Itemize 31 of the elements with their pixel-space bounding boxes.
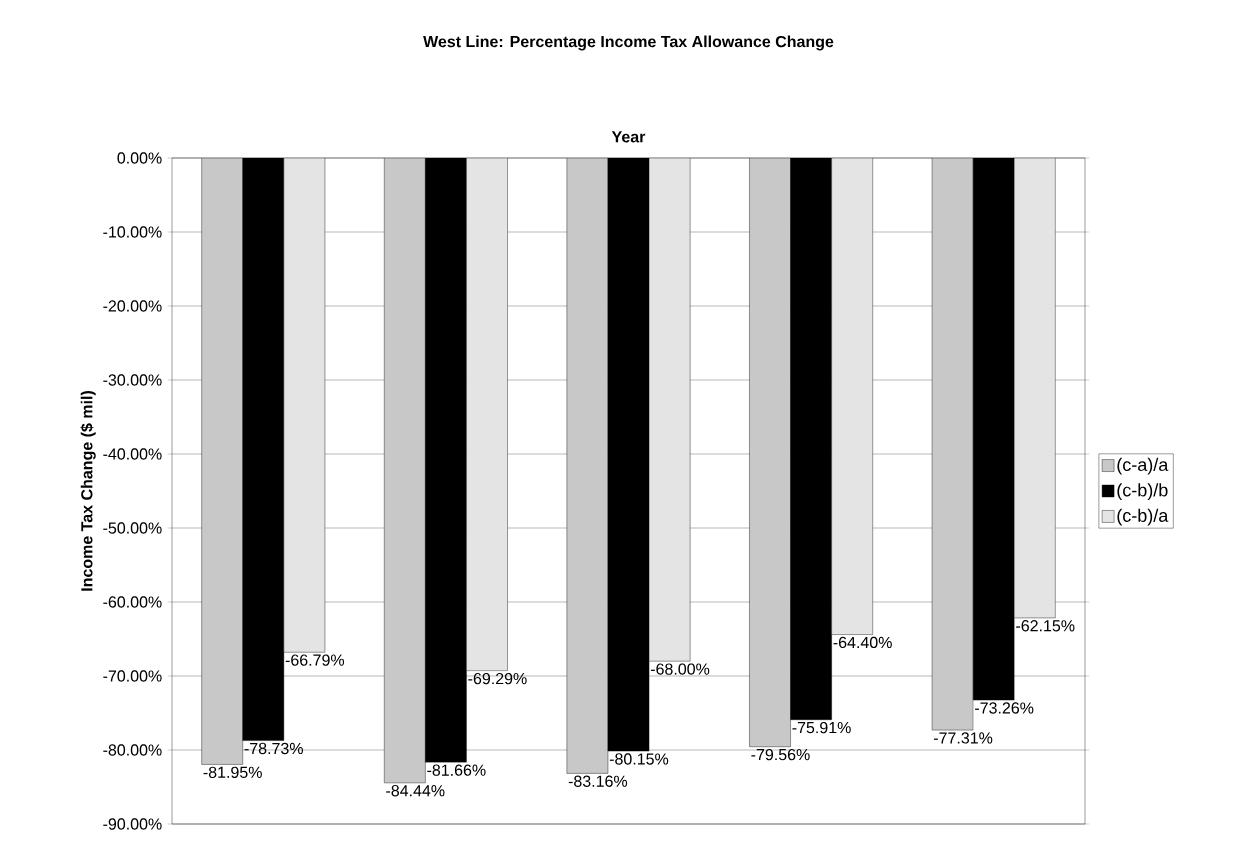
- data-label: -79.56%: [751, 748, 810, 761]
- data-label: -81.95%: [203, 766, 262, 778]
- legend-label: (c-b)/a: [1117, 508, 1169, 526]
- chart-title: West Line: Percentage Income Tax Allowance Change: [423, 35, 834, 51]
- data-label: -77.31%: [933, 732, 993, 744]
- data-label: -66.79%: [285, 654, 345, 666]
- y-tick-label: -60.00%: [103, 596, 162, 608]
- data-label: -68.00%: [650, 663, 710, 675]
- data-label: -78.73%: [244, 742, 303, 755]
- data-label: -84.44%: [386, 785, 445, 797]
- legend-label: (c-a)/a: [1117, 457, 1169, 475]
- y-tick-label: -20.00%: [103, 300, 162, 312]
- data-label: -69.29%: [468, 672, 527, 685]
- y-tick-label: 0.00%: [117, 152, 162, 164]
- y-tick-label: -70.00%: [103, 670, 162, 682]
- y-tick-label: -10.00%: [103, 226, 162, 238]
- data-label: -75.91%: [792, 721, 851, 734]
- data-label: -73.26%: [975, 702, 1034, 714]
- y-tick-label: -30.00%: [103, 374, 162, 386]
- y-tick-label: -90.00%: [103, 818, 162, 830]
- data-label: -62.15%: [1016, 620, 1075, 632]
- x-axis-title: Year: [611, 131, 646, 143]
- y-tick-label: -40.00%: [103, 448, 162, 460]
- data-label: -81.66%: [427, 764, 486, 776]
- legend-label: (c-b)/b: [1117, 483, 1168, 501]
- data-label: -80.15%: [609, 753, 669, 765]
- data-label: -83.16%: [568, 775, 628, 787]
- y-axis-title: Income Tax Change ($ mil): [80, 391, 96, 591]
- data-label: -64.40%: [833, 636, 892, 649]
- y-tick-label: -80.00%: [103, 744, 162, 756]
- y-tick-label: -50.00%: [103, 522, 162, 534]
